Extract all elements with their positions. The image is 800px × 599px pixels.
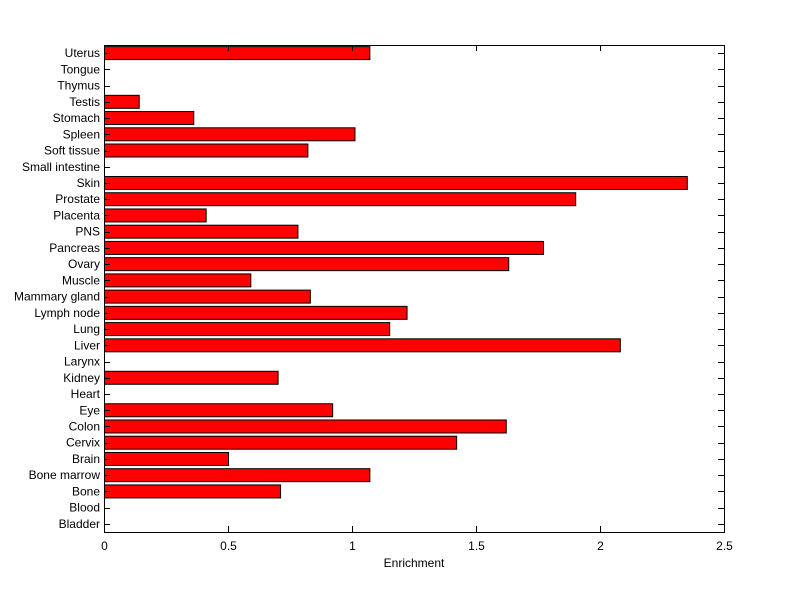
category-label: Testis (69, 95, 100, 109)
bar-testis (104, 94, 140, 109)
bar-brain (104, 451, 229, 466)
x-tick-label: 0.5 (220, 539, 237, 553)
bar-pns (104, 224, 299, 239)
category-label: Soft tissue (44, 144, 100, 158)
category-label: Colon (69, 419, 100, 433)
category-label: Bone (72, 484, 100, 498)
category-label: Tongue (61, 62, 101, 76)
category-label: Placenta (53, 208, 100, 222)
category-label: Bone marrow (29, 468, 101, 482)
bar-pancreas (104, 240, 544, 255)
bar-uterus (104, 46, 371, 61)
bar-skin (104, 175, 688, 190)
category-label: Thymus (57, 79, 100, 93)
bar-bone (104, 484, 282, 499)
bar-spleen (104, 127, 356, 142)
category-label: Larynx (64, 355, 100, 369)
bar-prostate (104, 192, 577, 207)
bar-mammary-gland (104, 289, 311, 304)
category-label: Lymph node (34, 306, 100, 320)
category-label: Stomach (53, 111, 100, 125)
category-label: Bladder (59, 517, 100, 531)
x-axis-title: Enrichment (384, 556, 445, 570)
x-tick-label: 0 (101, 539, 108, 553)
x-tick-label: 2.5 (716, 539, 733, 553)
bar-lung (104, 322, 391, 337)
bar-muscle (104, 273, 252, 288)
x-tick-label: 1 (349, 539, 356, 553)
category-label: Small intestine (22, 160, 100, 174)
category-label: Ovary (68, 257, 100, 271)
category-label: Uterus (65, 46, 100, 60)
category-label: Mammary gland (14, 290, 100, 304)
bar-lymph-node (104, 305, 408, 320)
bar-eye (104, 403, 334, 418)
category-label: Eye (79, 403, 100, 417)
bar-stomach (104, 111, 195, 126)
bar-colon (104, 419, 507, 434)
category-label: Heart (71, 387, 101, 401)
bar-ovary (104, 257, 510, 272)
category-label: Liver (74, 338, 100, 352)
bar-liver (104, 338, 621, 353)
category-label: Blood (69, 501, 100, 515)
category-label: Muscle (62, 273, 100, 287)
category-label: Skin (77, 176, 100, 190)
bar-soft-tissue (104, 143, 309, 158)
bar-cervix (104, 435, 458, 450)
bar-kidney (104, 370, 279, 385)
x-tick-label: 1.5 (468, 539, 485, 553)
bars-group (104, 46, 688, 499)
category-label: Spleen (63, 127, 100, 141)
plot-frame (104, 45, 725, 533)
category-label: Prostate (55, 192, 100, 206)
category-label: Kidney (63, 371, 100, 385)
category-label: Lung (73, 322, 100, 336)
category-label: Cervix (66, 436, 100, 450)
category-label: Brain (72, 452, 100, 466)
x-tick-labels-group: 0 0.5 1 1.5 2 2.5 (101, 539, 733, 553)
category-labels-group: Uterus Tongue Thymus Testis Stomach Spleen Sof… (14, 46, 101, 531)
category-label: PNS (75, 225, 100, 239)
bar-bone-marrow (104, 468, 371, 483)
bar-placenta (104, 208, 207, 223)
x-tick-label: 2 (597, 539, 604, 553)
category-label: Pancreas (49, 241, 100, 255)
